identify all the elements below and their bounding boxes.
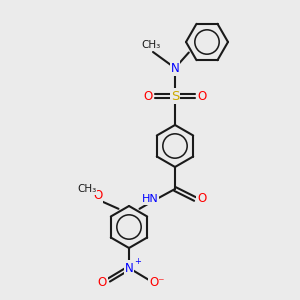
Text: CH₃: CH₃ [141, 40, 160, 50]
Text: O: O [143, 89, 153, 103]
Text: O: O [98, 275, 106, 289]
Text: O⁻: O⁻ [149, 275, 165, 289]
Text: +: + [134, 257, 141, 266]
Text: N: N [171, 61, 179, 74]
Text: S: S [171, 89, 179, 103]
Text: O: O [197, 89, 207, 103]
Text: HN: HN [142, 194, 158, 204]
Text: O: O [197, 193, 207, 206]
Text: CH₃: CH₃ [77, 184, 96, 194]
Text: O: O [93, 189, 102, 202]
Text: N: N [124, 262, 134, 275]
